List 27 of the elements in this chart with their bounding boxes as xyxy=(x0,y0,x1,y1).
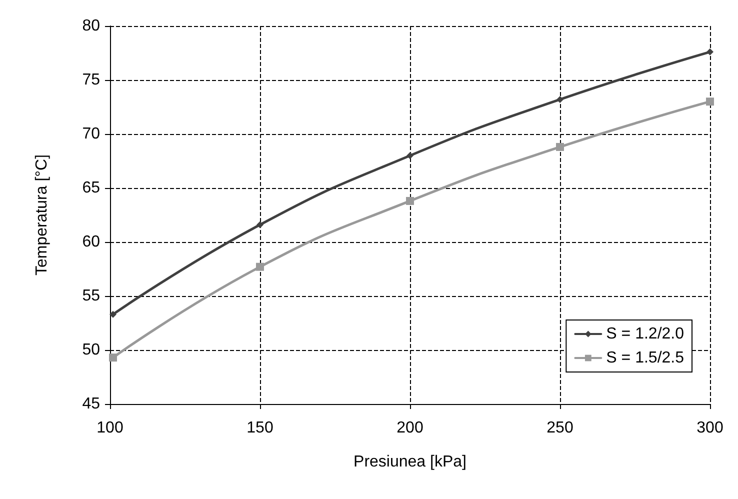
x-tick-label: 200 xyxy=(396,420,424,436)
x-tick-label: 150 xyxy=(246,420,274,436)
point xyxy=(256,262,264,271)
y-tick-label: 75 xyxy=(82,72,100,88)
x-tick-label: 100 xyxy=(96,420,124,436)
y-axis-title: Temperatura [°C] xyxy=(34,154,50,276)
legend-label: S = 1.2/2.0 xyxy=(606,326,684,342)
point xyxy=(406,196,414,205)
point xyxy=(706,98,714,106)
y-tick-label: 80 xyxy=(82,18,100,34)
y-tick-label: 55 xyxy=(82,288,100,304)
point xyxy=(109,354,117,362)
point xyxy=(556,142,564,151)
x-tick-label: 300 xyxy=(696,420,724,436)
x-tick-label: 250 xyxy=(546,420,574,436)
point xyxy=(706,48,714,56)
y-tick-label: 65 xyxy=(82,180,100,196)
y-tick-label: 45 xyxy=(82,396,100,412)
point xyxy=(256,221,264,228)
point xyxy=(406,152,414,160)
point xyxy=(110,310,116,318)
point xyxy=(556,96,564,103)
legend-label: S = 1.5/2.5 xyxy=(606,350,684,366)
y-tick-label: 70 xyxy=(82,126,100,142)
x-axis-title: Presiunea [kPa] xyxy=(354,454,466,470)
y-tick-label: 50 xyxy=(82,342,100,358)
y-tick-label: 60 xyxy=(82,234,100,250)
